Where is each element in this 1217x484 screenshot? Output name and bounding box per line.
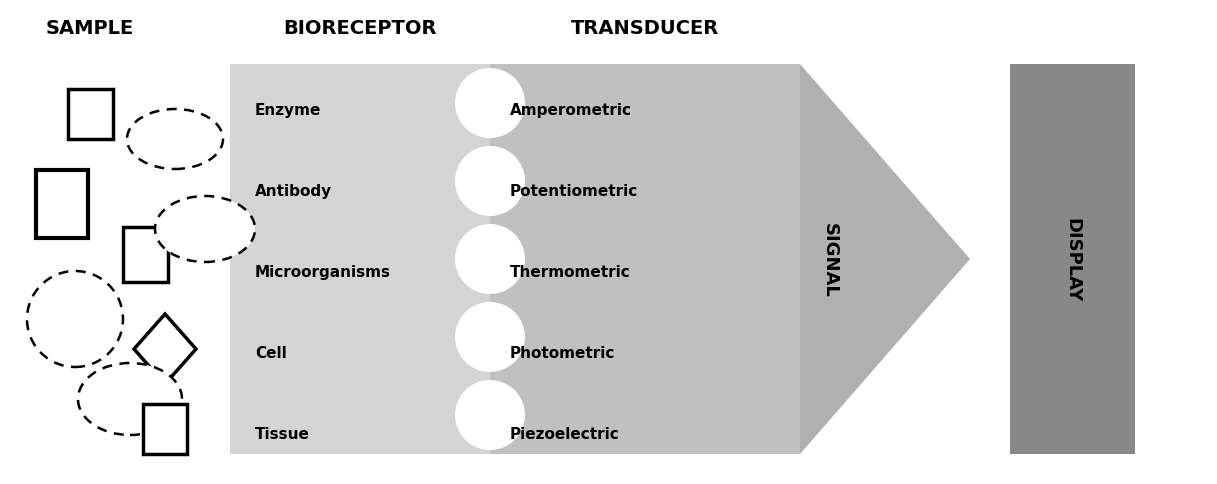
- Text: Microorganisms: Microorganisms: [256, 264, 391, 279]
- Ellipse shape: [27, 272, 123, 367]
- Bar: [230, 65, 490, 454]
- Text: Thermometric: Thermometric: [510, 264, 630, 279]
- Ellipse shape: [127, 110, 223, 170]
- Bar: [67, 90, 112, 140]
- Circle shape: [455, 69, 525, 139]
- Text: Photometric: Photometric: [510, 346, 616, 361]
- Circle shape: [455, 147, 525, 216]
- Polygon shape: [134, 314, 196, 384]
- Text: SAMPLE: SAMPLE: [46, 18, 134, 37]
- Polygon shape: [800, 65, 970, 454]
- Ellipse shape: [78, 363, 183, 435]
- Text: Potentiometric: Potentiometric: [510, 183, 638, 198]
- Text: TRANSDUCER: TRANSDUCER: [571, 18, 719, 37]
- Text: Antibody: Antibody: [256, 183, 332, 198]
- Bar: [490, 65, 800, 454]
- Text: BIORECEPTOR: BIORECEPTOR: [284, 18, 437, 37]
- Text: Enzyme: Enzyme: [256, 102, 321, 117]
- Circle shape: [455, 225, 525, 294]
- Bar: [1010, 65, 1135, 454]
- Ellipse shape: [155, 197, 256, 262]
- Bar: [144, 404, 187, 454]
- Text: Piezoelectric: Piezoelectric: [510, 426, 619, 441]
- Circle shape: [455, 302, 525, 372]
- Text: Cell: Cell: [256, 346, 287, 361]
- Text: Tissue: Tissue: [256, 426, 310, 441]
- Text: Amperometric: Amperometric: [510, 102, 632, 117]
- Bar: [123, 227, 168, 282]
- Bar: [37, 171, 88, 239]
- Text: SIGNAL: SIGNAL: [821, 222, 839, 297]
- Text: DISPLAY: DISPLAY: [1064, 217, 1082, 302]
- Circle shape: [455, 380, 525, 450]
